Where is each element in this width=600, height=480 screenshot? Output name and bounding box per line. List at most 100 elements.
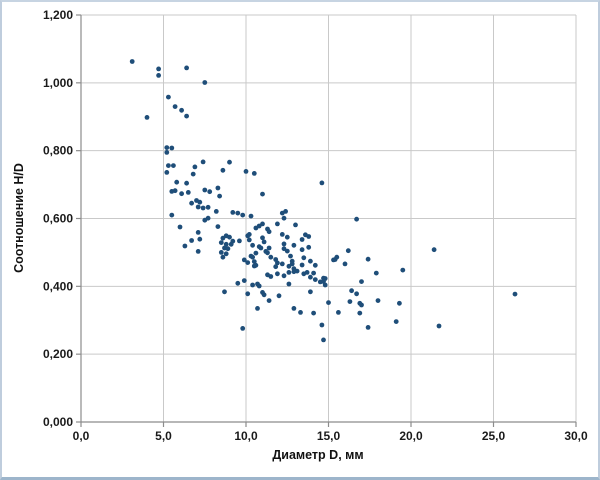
scatter-point (246, 237, 252, 243)
scatter-point (222, 289, 227, 295)
x-tick-label: 5,0 (155, 429, 172, 443)
scatter-point (431, 247, 437, 253)
scatter-point (298, 310, 303, 315)
scatter-point (220, 167, 226, 173)
scatter-point (311, 310, 316, 316)
scatter-point (400, 267, 406, 273)
scatter-point (223, 241, 229, 247)
scatter-point (275, 271, 280, 277)
scatter-point (192, 164, 198, 170)
scatter-point (349, 288, 354, 294)
scatter-point (261, 239, 267, 245)
scatter-point (223, 251, 229, 257)
scatter-point (260, 221, 265, 227)
scatter-point (279, 232, 285, 237)
y-tick-label: 0,800 (43, 144, 73, 158)
y-tick-label: 0,600 (43, 212, 73, 226)
scatter-point (235, 280, 241, 286)
scatter-point (220, 254, 226, 260)
scatter-point (240, 326, 246, 331)
scatter-point (250, 282, 256, 288)
scatter-point (250, 242, 256, 248)
scatter-point (308, 274, 313, 280)
scatter-point (227, 159, 232, 165)
scatter-point (258, 245, 264, 251)
scatter-point (189, 238, 195, 243)
scatter-point (397, 300, 402, 306)
scatter-point (261, 292, 267, 298)
scatter-point (260, 235, 265, 241)
scatter-point (245, 260, 251, 265)
scatter-point (304, 270, 310, 275)
scatter-point (321, 275, 326, 281)
scatter-point (331, 257, 336, 263)
scatter-point (195, 204, 201, 210)
scatter-point (248, 213, 254, 219)
scatter-point (245, 291, 251, 297)
scatter-point (291, 269, 297, 275)
scatter-point (250, 254, 256, 260)
tick-marks (76, 14, 577, 427)
scatter-point (436, 323, 442, 329)
y-tick-label: 1,000 (43, 76, 73, 90)
tick-labels: 0,0 5,0 10,0 15,0 20,0 25,0 30,0 0,000 0,200 0,40… (43, 8, 588, 443)
scatter-point (284, 248, 290, 254)
scatter-point (334, 254, 340, 260)
scatter-point (281, 273, 287, 279)
scatter-point (255, 306, 260, 311)
scatter-point (354, 216, 359, 222)
scatter-point (365, 325, 371, 330)
scatter-point (275, 221, 280, 227)
scatter-point (190, 171, 196, 177)
scatter-point (164, 150, 170, 155)
scatter-point (241, 257, 247, 263)
scatter-point (281, 246, 287, 252)
scatter-point (235, 210, 241, 216)
scatter-point (189, 200, 195, 206)
scatter-point (288, 253, 293, 259)
scatter-point (266, 245, 272, 251)
scatter-point (273, 264, 279, 270)
scatter-point (291, 306, 297, 311)
scatter-point (172, 104, 178, 109)
scatter-point (202, 187, 208, 193)
scatter-point (166, 163, 171, 169)
scatter-point (275, 260, 280, 266)
scatter-point (164, 170, 170, 175)
x-tick-label: 20,0 (399, 429, 423, 443)
scatter-point (166, 94, 171, 100)
scatter-point (144, 115, 150, 120)
scatter-point (171, 163, 176, 169)
scatter-point (306, 244, 312, 250)
scatter-point (286, 281, 292, 287)
scatter-point (286, 263, 292, 269)
scatter-point (213, 209, 219, 214)
y-tick-label: 0,200 (43, 347, 73, 361)
scatter-point (237, 238, 242, 244)
scatter-point (177, 224, 183, 230)
scatter-point (256, 283, 262, 289)
scatter-point (306, 234, 312, 239)
scatter-point (164, 145, 170, 151)
scatter-point (251, 171, 257, 176)
scatter-point (326, 300, 331, 305)
scatter-point (342, 261, 348, 267)
scatter-point (156, 66, 162, 72)
scatter-point (312, 277, 318, 282)
scatter-point (174, 179, 180, 185)
x-tick-label: 25,0 (482, 429, 506, 443)
scatter-point (227, 234, 232, 240)
scatter-point (283, 209, 288, 214)
scatter-point (246, 232, 252, 237)
scatter-point (293, 222, 298, 228)
y-tick-label: 0,000 (43, 415, 73, 429)
scatter-point (225, 246, 231, 252)
x-tick-label: 0,0 (73, 429, 90, 443)
scatter-point (243, 169, 249, 174)
scatter-point (202, 80, 208, 85)
scatter-point (393, 319, 399, 324)
scatter-point (202, 217, 208, 223)
scatter-point (195, 249, 201, 254)
